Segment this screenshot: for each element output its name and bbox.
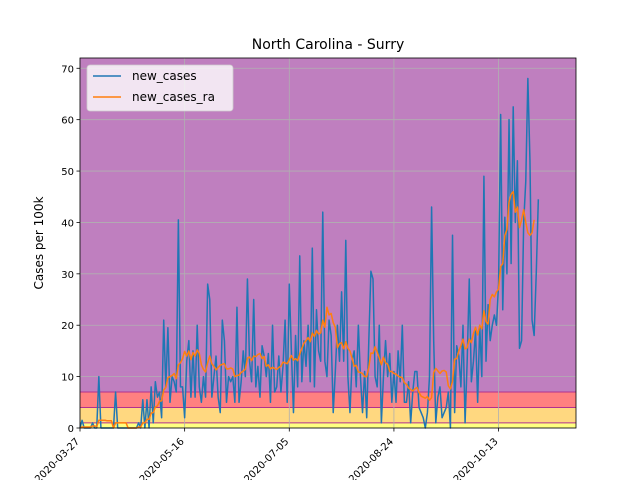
y-axis-title: Cases per 100k (32, 196, 46, 289)
x-tick-label: 2020-05-16 (138, 436, 187, 480)
legend: new_cases new_cases_ra (86, 64, 234, 112)
threshold-band-2 (80, 392, 576, 408)
legend-box (86, 64, 234, 112)
threshold-band-0 (80, 422, 576, 428)
threshold-band-1 (80, 407, 576, 423)
plot-frame (79, 57, 577, 429)
y-tick-label: 10 (61, 373, 74, 384)
x-tick-label: 2020-03-27 (33, 436, 82, 480)
legend-label-new-cases-ra: new_cases_ra (132, 90, 215, 104)
y-axis: 0 10 20 30 40 50 60 70 (61, 64, 80, 435)
y-tick-label: 50 (61, 167, 74, 178)
x-tick-label: 2020-08-24 (347, 436, 396, 480)
y-tick-label: 40 (61, 218, 74, 229)
chart-title: North Carolina - Surry (252, 37, 404, 53)
series-line-new-cases (79, 77, 540, 429)
x-axis: 2020-03-27 2020-05-16 2020-07-05 2020-08-24… (33, 428, 501, 480)
y-tick-label: 20 (61, 321, 74, 332)
series-lines (79, 77, 540, 429)
series-line-new-cases-ra (79, 190, 535, 429)
y-tick-label: 0 (68, 424, 74, 435)
legend-label-new-cases: new_cases (132, 69, 197, 83)
y-tick-label: 30 (61, 270, 74, 281)
x-tick-label: 2020-07-05 (243, 436, 292, 480)
x-tick-label: 2020-10-13 (452, 436, 501, 480)
y-tick-label: 70 (61, 64, 74, 75)
y-tick-label: 60 (61, 116, 74, 127)
